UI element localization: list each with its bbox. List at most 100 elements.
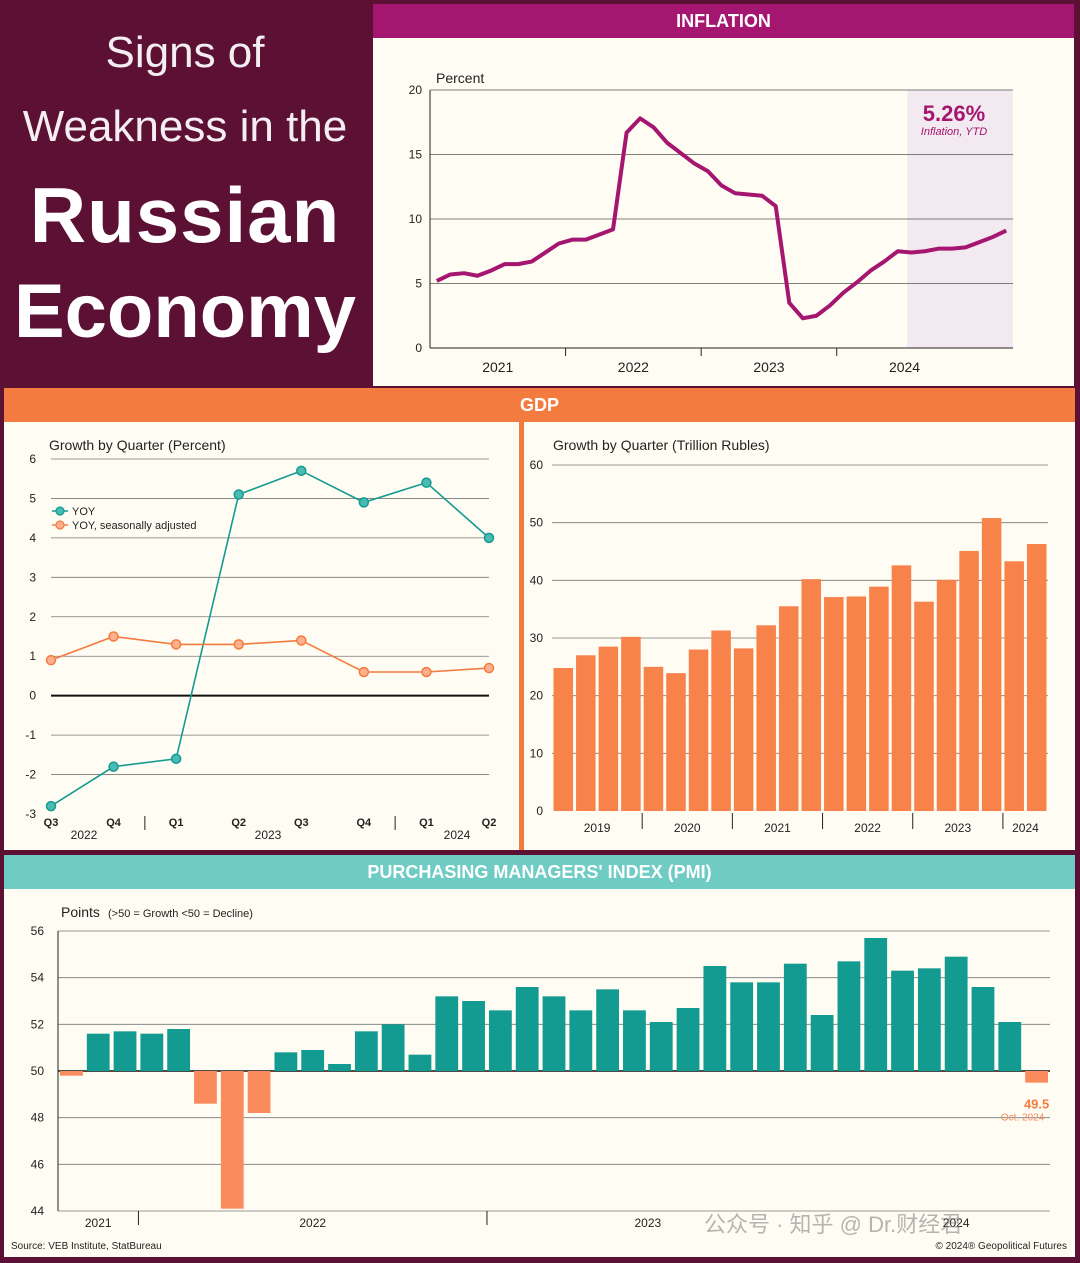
year-label: 2024 bbox=[943, 1216, 970, 1230]
pmi-bar bbox=[837, 961, 861, 1071]
series-point-0 bbox=[358, 497, 370, 508]
year-label: 2021 bbox=[764, 821, 791, 835]
y-tick-label: 50 bbox=[530, 516, 544, 530]
gdp-bar bbox=[576, 655, 596, 811]
pmi-bar bbox=[354, 1031, 378, 1071]
pmi-bar bbox=[542, 996, 566, 1071]
pmi-bar bbox=[944, 956, 968, 1071]
series-point-1 bbox=[233, 639, 244, 650]
gdp-rubles-chart: 0 10 20 30 40 50 60 Growth by Quarter (Trillion… bbox=[530, 437, 1048, 835]
y-tick-label: 0 bbox=[29, 689, 36, 703]
y-tick-label: -3 bbox=[25, 807, 36, 821]
inflation-annotation-value: 5.26% bbox=[923, 101, 985, 126]
year-label: 2023 bbox=[944, 821, 971, 835]
x-tick-label: 2023 bbox=[753, 359, 784, 375]
y-tick-label: -1 bbox=[25, 728, 36, 742]
pmi-bar bbox=[971, 987, 995, 1071]
y-tick-label: 46 bbox=[31, 1157, 45, 1171]
y-tick-label: 56 bbox=[31, 924, 45, 938]
title-line-2: Weakness in the bbox=[22, 102, 348, 151]
inflation-annotation-label: Inflation, YTD bbox=[921, 126, 987, 138]
y-tick-label: 3 bbox=[29, 570, 36, 584]
y-tick-label: 15 bbox=[409, 148, 423, 162]
x-tick-label: Q4 bbox=[357, 817, 373, 829]
gdp-bar bbox=[824, 597, 844, 811]
gdp-bar bbox=[869, 586, 889, 811]
gdp-header-bar: GDP bbox=[4, 388, 1075, 422]
series-point-0 bbox=[108, 761, 119, 772]
x-tick-label: Q2 bbox=[231, 817, 246, 829]
gdp-bar bbox=[891, 565, 912, 811]
pmi-bar bbox=[569, 1010, 593, 1071]
legend-label-1: YOY, seasonally adjusted bbox=[72, 520, 197, 532]
year-label: 2019 bbox=[584, 821, 611, 835]
y-tick-label: 54 bbox=[31, 971, 45, 985]
pmi-bar bbox=[194, 1071, 217, 1104]
pmi-bar bbox=[730, 982, 754, 1071]
gdp-rubles-panel: 0 10 20 30 40 50 60 Growth by Quarter (Trillion… bbox=[524, 422, 1075, 850]
series-point-0 bbox=[483, 532, 495, 544]
year-label: 2021 bbox=[85, 1216, 112, 1230]
pmi-chart: 44 46 48 50 52 54 56 Points (>50 = Growth <50 = … bbox=[31, 904, 1050, 1230]
series-point-0 bbox=[170, 753, 182, 765]
gdp-bar bbox=[914, 601, 934, 811]
legend-marker-0 bbox=[55, 506, 65, 516]
y-tick-label: 5 bbox=[29, 491, 36, 505]
series-point-0 bbox=[45, 800, 57, 812]
year-label: 2024 bbox=[444, 828, 471, 842]
pmi-bar bbox=[435, 996, 459, 1071]
pmi-bar bbox=[488, 1010, 512, 1071]
title-line-4: Economy bbox=[13, 269, 357, 354]
chart-subtitle: (>50 = Growth <50 = Decline) bbox=[108, 908, 253, 920]
series-line-0 bbox=[50, 469, 490, 807]
y-tick-label: 10 bbox=[530, 746, 544, 760]
pmi-bar bbox=[301, 1050, 325, 1071]
y-tick-label: 4 bbox=[29, 531, 36, 545]
series-point-1 bbox=[296, 635, 307, 646]
pmi-bar bbox=[86, 1033, 110, 1071]
x-tick-label: 2022 bbox=[618, 359, 649, 375]
x-tick-label: 2024 bbox=[889, 359, 920, 375]
gdp-header: GDP bbox=[519, 395, 559, 415]
gdp-bar bbox=[936, 579, 957, 811]
y-axis-label: Percent bbox=[436, 70, 484, 86]
pmi-bar bbox=[60, 1071, 83, 1076]
series-point-1 bbox=[170, 639, 182, 650]
gdp-bar bbox=[801, 579, 822, 811]
y-tick-label: 10 bbox=[409, 212, 423, 226]
pmi-bar bbox=[328, 1064, 351, 1071]
y-tick-label: 0 bbox=[536, 804, 543, 818]
pmi-bar bbox=[274, 1052, 298, 1071]
pmi-bar bbox=[649, 1022, 673, 1071]
pmi-bar bbox=[998, 1022, 1022, 1071]
source-note: Source: VEB Institute, StatBureau bbox=[11, 1241, 162, 1252]
title-panel: Signs of Weakness in the Russian Economy bbox=[0, 0, 370, 388]
series-point-1 bbox=[483, 662, 495, 674]
pmi-panel: 44 46 48 50 52 54 56 Points (>50 = Growth <50 = … bbox=[4, 889, 1075, 1257]
y-tick-label: 1 bbox=[29, 649, 36, 663]
y-tick-label: 30 bbox=[530, 631, 544, 645]
pmi-bar bbox=[515, 987, 539, 1071]
pmi-bar bbox=[113, 1031, 137, 1071]
gdp-bar bbox=[846, 596, 867, 811]
pmi-last-value: 49.5 bbox=[1024, 1097, 1049, 1112]
x-tick-label: Q3 bbox=[44, 817, 59, 829]
y-tick-label: 44 bbox=[31, 1204, 45, 1218]
gdp-bar bbox=[1004, 561, 1024, 811]
y-tick-label: 50 bbox=[31, 1064, 45, 1078]
year-label: 2023 bbox=[634, 1216, 661, 1230]
year-label: 2022 bbox=[71, 828, 98, 842]
y-tick-label: 20 bbox=[409, 83, 423, 97]
year-label: 2023 bbox=[255, 828, 282, 842]
gdp-bar bbox=[959, 550, 979, 811]
pmi-bar bbox=[1025, 1071, 1048, 1083]
pmi-last-date: Oct. 2024 bbox=[1001, 1113, 1045, 1124]
series-point-1 bbox=[45, 654, 57, 666]
pmi-bar bbox=[783, 963, 807, 1071]
x-tick-label: 2021 bbox=[482, 359, 513, 375]
inflation-panel: INFLATION 0 5 10 15 20 2021 2022 2023 2024 Percen… bbox=[373, 4, 1074, 386]
y-tick-label: 52 bbox=[31, 1017, 45, 1031]
gdp-growth-chart: -3 -2 -1 0 1 2 3 4 5 6 Growth by Quarter (Percent)… bbox=[25, 437, 496, 842]
title-line-3: Russian bbox=[29, 171, 341, 259]
pmi-bar bbox=[462, 1001, 485, 1071]
